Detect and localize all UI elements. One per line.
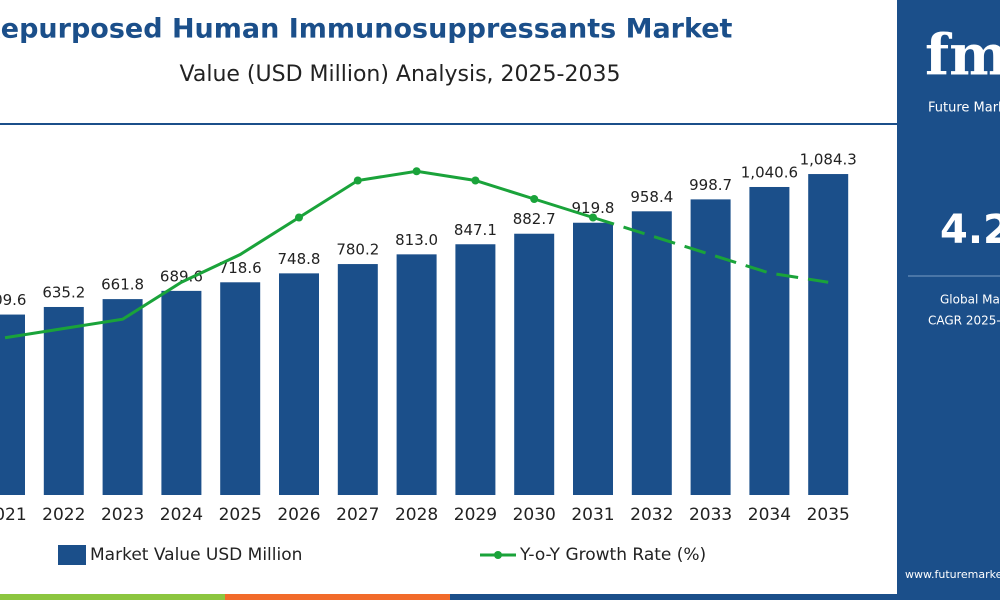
x-tick-label: 2029 <box>454 505 497 525</box>
growth-marker <box>295 213 303 222</box>
chart-subtitle: Value (USD Million) Analysis, 2025-2035 <box>180 62 621 87</box>
data-label: 958.4 <box>630 188 673 206</box>
bar <box>220 282 261 495</box>
footer-strip <box>450 594 897 600</box>
bar <box>573 222 613 495</box>
chart-title: Repurposed Human Immunosuppressants Mark… <box>0 14 733 45</box>
legend-label: Market Value USD Million <box>90 545 302 565</box>
data-label: 689.6 <box>160 267 203 285</box>
bar <box>337 264 378 495</box>
bar <box>455 244 496 495</box>
data-label: 813.0 <box>395 231 438 249</box>
data-label: 1,084.3 <box>800 151 857 169</box>
bar <box>808 174 849 496</box>
data-label: 661.8 <box>101 276 144 294</box>
bar <box>102 299 143 495</box>
bar <box>43 306 84 495</box>
data-label: 882.7 <box>513 210 556 228</box>
growth-marker <box>412 167 421 176</box>
data-label: 635.2 <box>42 283 85 301</box>
logo: fmi <box>925 23 1000 89</box>
growth-marker <box>353 176 362 185</box>
bar <box>749 186 790 495</box>
data-label: 1,040.6 <box>741 163 798 181</box>
x-tick-label: 2021 <box>0 505 27 525</box>
data-label: 609.6 <box>0 291 26 309</box>
side-panel <box>897 0 1000 600</box>
bar <box>514 233 555 495</box>
data-label: 780.2 <box>336 241 379 259</box>
data-label: 998.7 <box>689 176 732 194</box>
x-tick-label: 2028 <box>395 505 438 525</box>
legend-label: Y-o-Y Growth Rate (%) <box>519 545 706 565</box>
data-label: 718.6 <box>219 259 262 277</box>
bar <box>631 211 672 495</box>
footer-strip <box>0 594 225 600</box>
x-tick-label: 2025 <box>219 505 262 525</box>
bar <box>690 199 731 495</box>
x-tick-label: 2022 <box>42 505 85 525</box>
bar <box>396 254 437 495</box>
bar <box>279 273 319 495</box>
growth-marker <box>530 195 539 203</box>
footer-strip <box>225 594 450 600</box>
x-tick-label: 2030 <box>513 505 556 525</box>
x-tick-label: 2026 <box>277 505 320 525</box>
cagr-label: CAGR 2025-2035 <box>928 314 1000 328</box>
legend-marker <box>494 551 502 559</box>
legend-swatch <box>58 545 86 565</box>
cagr-label: Global Market <box>940 293 1000 307</box>
growth-marker <box>471 176 480 185</box>
x-tick-label: 2031 <box>571 505 614 525</box>
brand: Future Market Insights <box>928 101 1000 116</box>
data-label: 847.1 <box>454 221 497 239</box>
data-label: 748.8 <box>278 250 321 268</box>
growth-marker <box>589 213 597 222</box>
x-tick-label: 2034 <box>748 505 791 525</box>
bar <box>0 314 25 495</box>
growth-line <box>592 216 829 284</box>
x-tick-label: 2027 <box>336 505 379 525</box>
x-tick-label: 2035 <box>807 505 850 525</box>
bar <box>161 290 202 495</box>
x-tick-label: 2023 <box>101 505 144 525</box>
x-tick-label: 2032 <box>630 505 673 525</box>
x-tick-label: 2024 <box>160 505 203 525</box>
website: www.futuremarketinsights.com <box>905 568 1000 581</box>
cagr-value: 4.2% <box>940 207 1000 253</box>
x-tick-label: 2033 <box>689 505 732 525</box>
